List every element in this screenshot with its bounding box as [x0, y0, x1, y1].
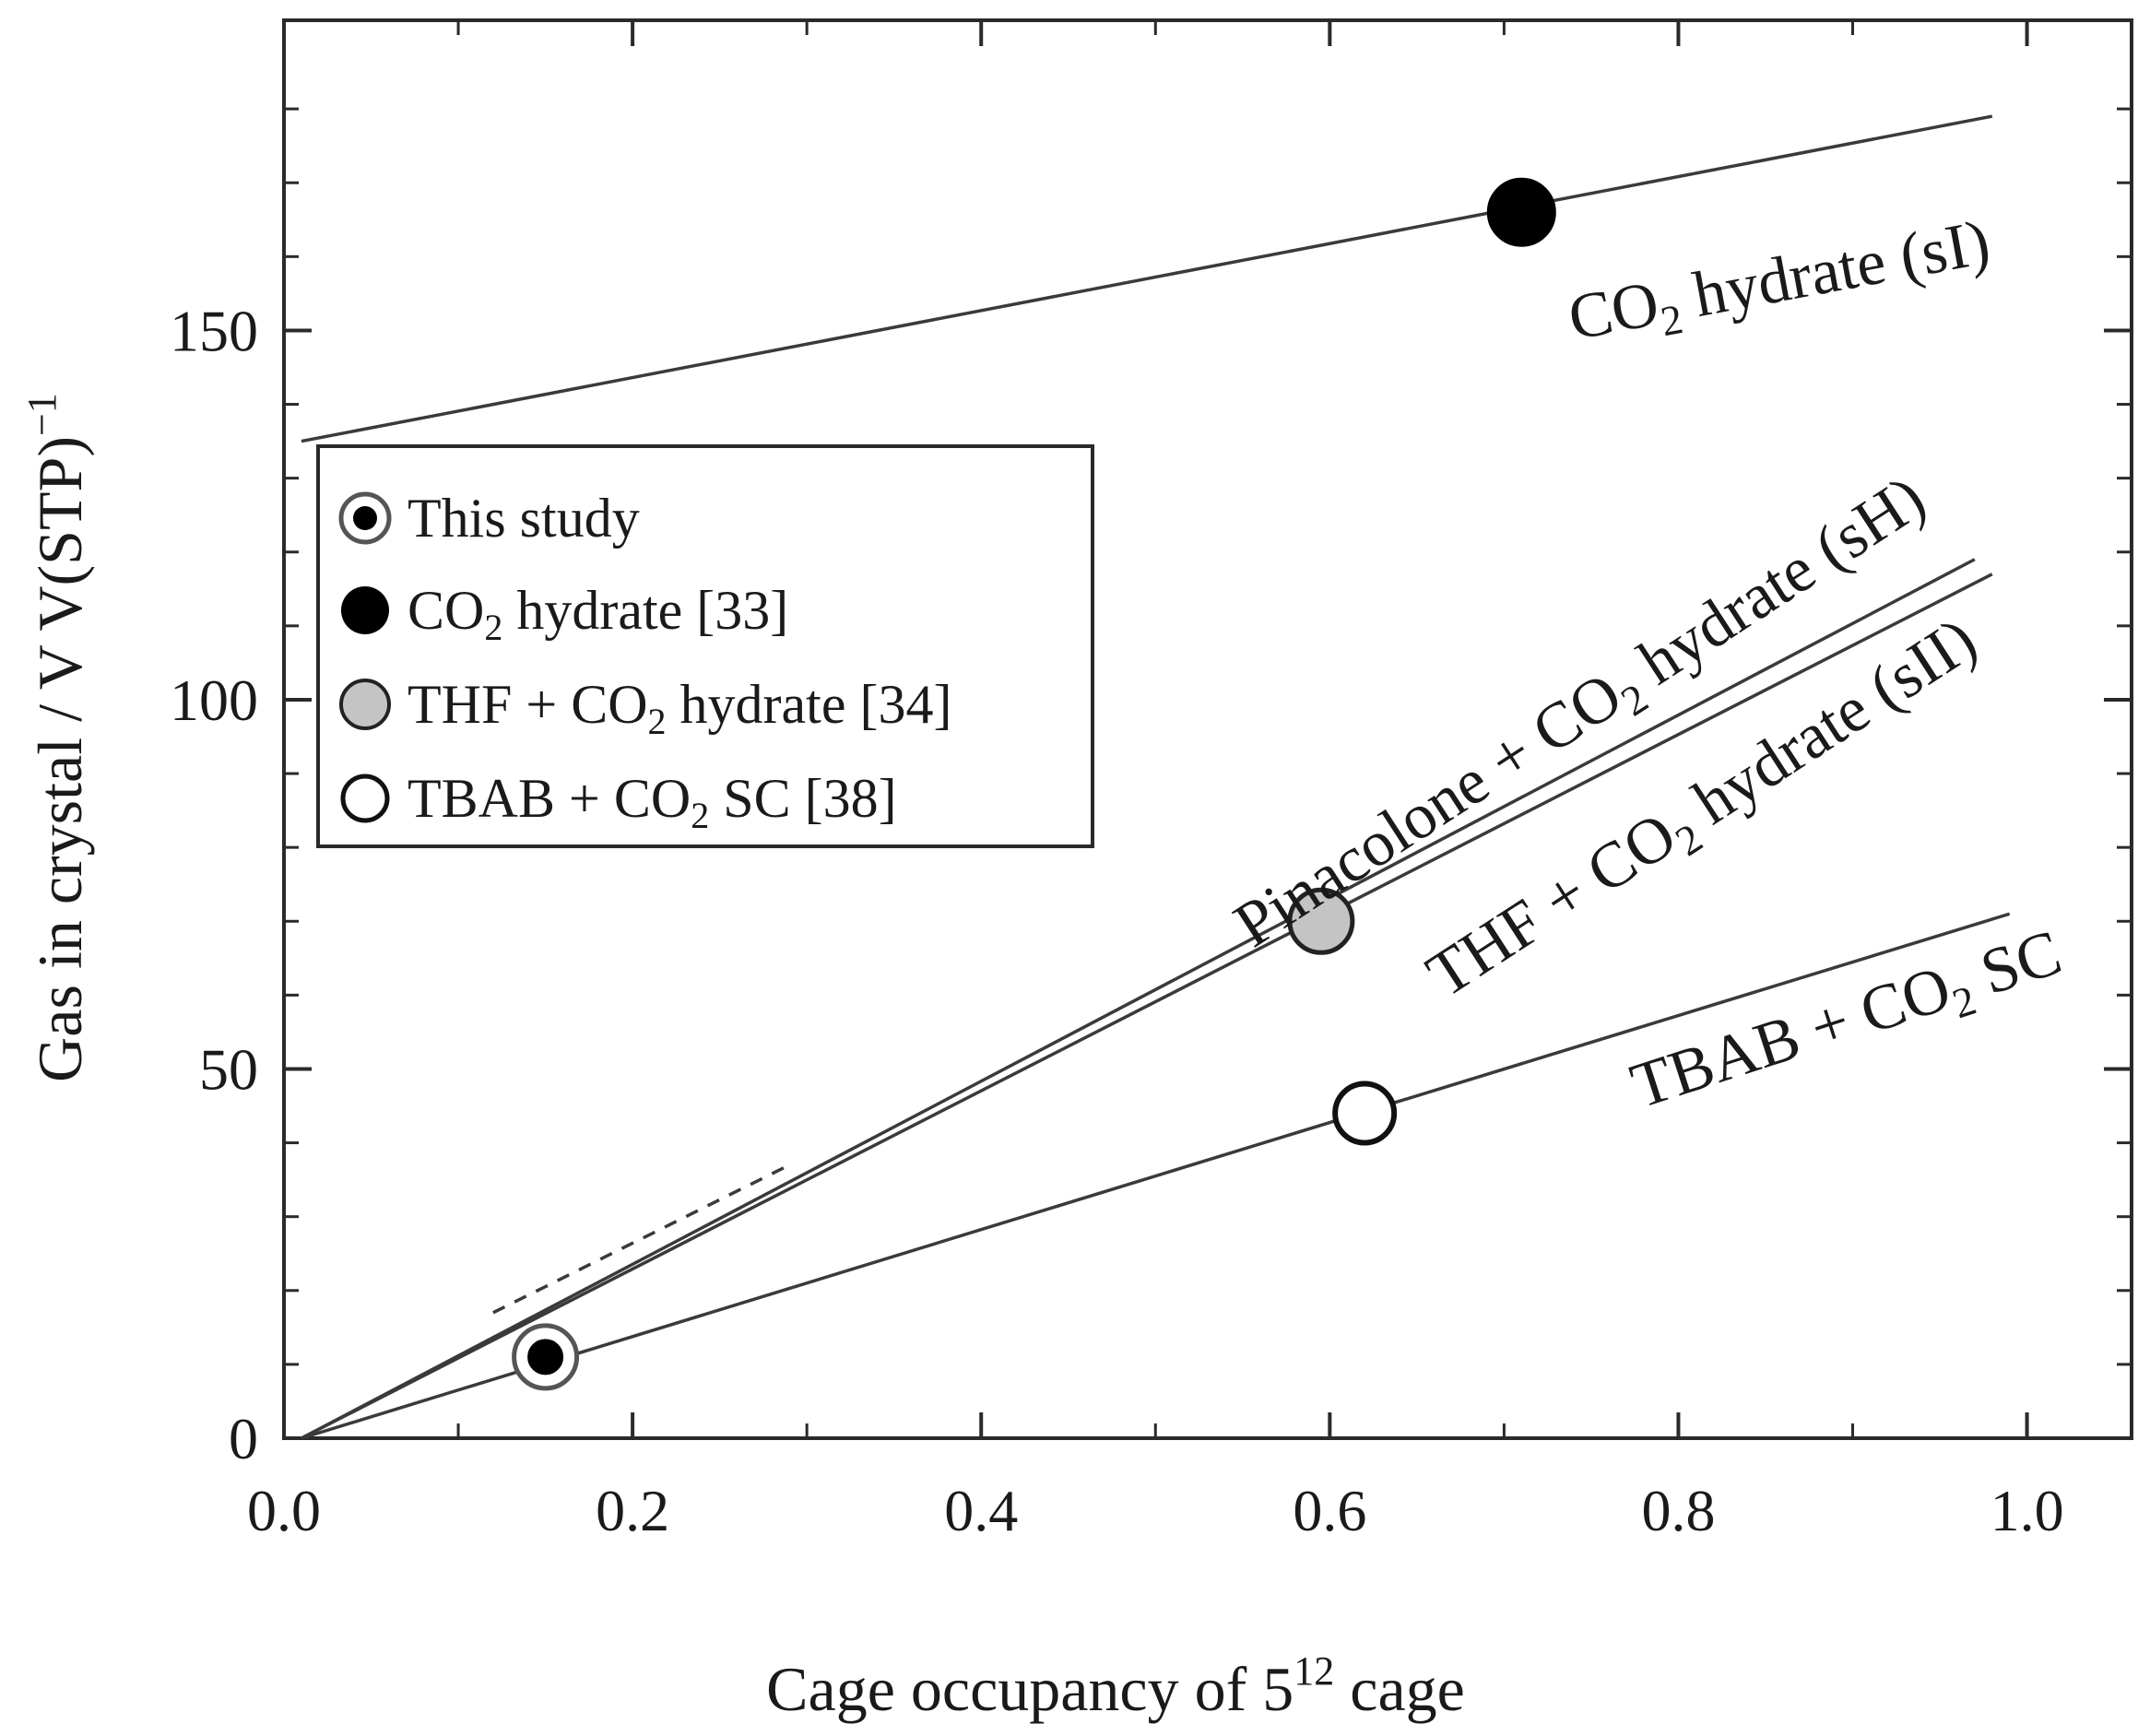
point-co2-hydrate: [1486, 177, 1556, 247]
x-axis-title: Cage occupancy of 512 cage: [766, 1648, 1465, 1724]
y-tick-label: 100: [170, 667, 258, 733]
point-this-study-inner: [527, 1339, 564, 1376]
fit-line-2: [301, 573, 1993, 1440]
plot-frame: [282, 18, 2133, 1440]
legend-marker-thf-co2: [339, 679, 391, 730]
axis-titles: Cage occupancy of 512 cage Gas in crystal…: [19, 393, 1465, 1724]
legend-box: [316, 444, 1094, 848]
legend-marker-tbab-co2: [340, 774, 390, 823]
y-tick-label: 0: [229, 1406, 258, 1471]
x-tick-label: 1.0: [1991, 1478, 2064, 1543]
legend-label: This study: [408, 488, 640, 549]
annotation-sI: CO2 hydrate (sI): [1563, 207, 1996, 361]
x-tick-label: 0.8: [1641, 1478, 1715, 1543]
x-tick-label: 0.4: [944, 1478, 1018, 1543]
y-tick-label: 150: [170, 298, 258, 363]
x-tick-label: 0.6: [1293, 1478, 1366, 1543]
axis-ticks: [282, 20, 2132, 1440]
tick-labels: 0.0 0.2 0.4 0.6 0.8 1.0 0 50 100 150: [170, 298, 2064, 1543]
point-tbab-co2: [1332, 1081, 1398, 1146]
fit-line-3: [301, 912, 2011, 1440]
x-tick-label: 0.0: [247, 1478, 321, 1543]
y-axis-title: Gas in crystal / V V(STP)−1: [19, 393, 95, 1082]
legend-label: THF + CO2 hydrate [34]: [408, 674, 951, 742]
legend: This study CO2 hydrate [33] THF + CO2 hydr…: [316, 444, 1094, 848]
point-thf-co2: [1287, 887, 1355, 955]
plot-border: [282, 18, 2133, 1440]
annotation-sc: TBAB + CO2 SC: [1623, 917, 2072, 1130]
fit-line-0: [301, 114, 1993, 443]
line-annotations: CO2 hydrate (sI)Pinacolone + CO2 hydrate…: [1223, 207, 2072, 1130]
data-lines: [301, 114, 2011, 1440]
x-tick-label: 0.2: [596, 1478, 669, 1543]
legend-label: TBAB + CO2 SC [38]: [408, 768, 897, 836]
fit-line-1: [301, 558, 1976, 1440]
dashed-extrapolation-line: [492, 1163, 791, 1315]
legend-marker-co2-hydrate: [341, 586, 389, 634]
data-points: [512, 177, 1556, 1391]
y-tick-label: 50: [199, 1036, 258, 1102]
legend-marker-this-study-inner: [353, 506, 377, 530]
legend-label: CO2 hydrate [33]: [408, 580, 788, 648]
